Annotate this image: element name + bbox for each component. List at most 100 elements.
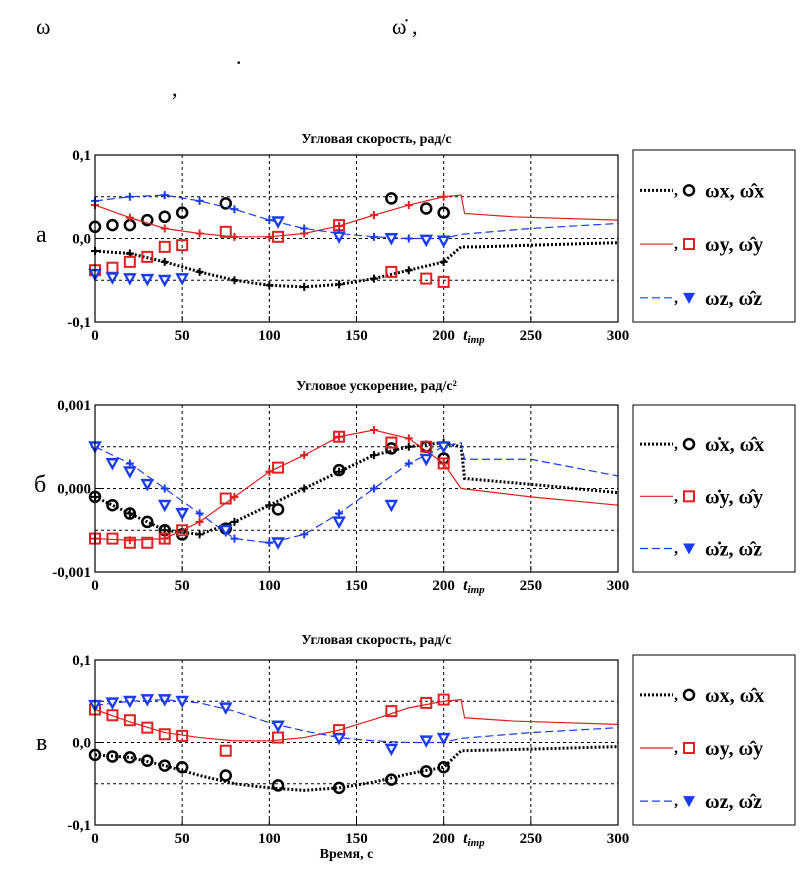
data-point-x <box>123 218 137 232</box>
cross-marker-x <box>369 451 378 460</box>
cross-marker-y <box>404 434 413 443</box>
cross-marker-x <box>439 257 448 266</box>
data-point-y <box>123 255 136 268</box>
cross-marker-z <box>300 224 309 233</box>
data-point-hole-z <box>388 746 395 752</box>
data-point-x <box>437 206 450 219</box>
data-point-x <box>141 515 154 529</box>
data-point-hole-z <box>336 735 343 741</box>
cross-marker-x <box>300 282 309 291</box>
data-point-x <box>175 206 189 219</box>
data-point-y <box>106 261 119 274</box>
data-point-x <box>141 754 154 767</box>
y-tick-label: -0,1 <box>67 818 91 834</box>
data-point-hole-z <box>144 696 151 702</box>
data-point-hole-z <box>440 735 447 741</box>
data-point-x <box>158 759 171 772</box>
data-point-x <box>141 213 154 227</box>
data-point-hole-z <box>109 274 116 280</box>
x-tick-label: 0 <box>91 831 99 847</box>
x-tick-label: 150 <box>345 578 368 594</box>
data-point-y <box>272 731 285 744</box>
chart-title: Угловая скорость, рад/с <box>301 633 451 648</box>
x-tick-label: 200 <box>432 328 455 344</box>
data-point-x <box>271 503 285 516</box>
data-point-x <box>332 781 346 795</box>
data-point-hole-z <box>109 460 116 466</box>
x-tick-label: 200 <box>432 831 455 847</box>
cross-marker-x <box>160 257 169 266</box>
cross-marker-x <box>125 509 134 518</box>
cross-marker-z <box>195 196 204 205</box>
data-point-y <box>176 729 189 742</box>
data-point-y <box>106 532 119 545</box>
legend-marker-y <box>683 490 695 503</box>
data-point-y <box>437 275 450 288</box>
data-point-y <box>176 524 189 537</box>
series-line-z <box>94 194 619 240</box>
x-tick-label: 150 <box>345 328 368 344</box>
data-point-hole-z <box>144 276 151 282</box>
data-point-y <box>141 250 154 263</box>
legend-label-y: ωy, ω̂y <box>705 738 763 760</box>
cross-marker-y <box>439 459 448 468</box>
data-point-y <box>420 272 433 285</box>
data-point-x <box>385 192 398 205</box>
x-tick-label: 300 <box>607 578 630 594</box>
cross-marker-y <box>369 211 378 220</box>
data-point-x <box>123 507 137 520</box>
x-tick-label: 100 <box>258 328 281 344</box>
data-point-hole-z <box>423 237 430 243</box>
cross-marker-z <box>230 205 239 214</box>
data-point-hole-z <box>275 218 282 224</box>
data-point-x <box>106 218 119 232</box>
y-tick-label: 0,0 <box>72 736 91 752</box>
y-tick-label: -0,1 <box>67 315 91 331</box>
legend-label-y: ωy, ω̂y <box>705 234 763 256</box>
cross-marker-y <box>125 213 134 222</box>
header-comma: , <box>172 76 178 101</box>
plot-frame <box>94 154 619 323</box>
cross-marker-z <box>160 191 169 200</box>
legend-label-z: ωz, ω̂z <box>705 288 762 310</box>
cross-marker-y <box>195 229 204 238</box>
data-point-hole-z <box>179 698 186 704</box>
data-point-hole-z <box>109 699 116 705</box>
legend-comma: , <box>674 740 678 757</box>
data-point-y <box>123 536 136 549</box>
cross-marker-y <box>230 492 239 501</box>
y-tick-label: 0,1 <box>72 148 91 164</box>
y-tick-label: 0,0 <box>72 232 91 248</box>
data-point-y <box>106 709 119 722</box>
cross-marker-z <box>265 216 274 225</box>
legend-comma: , <box>674 290 678 307</box>
cross-marker-x <box>195 267 204 276</box>
data-point-y <box>385 705 398 718</box>
data-point-x <box>123 751 137 764</box>
panel-label-a: а <box>36 222 47 248</box>
data-point-hole-z <box>222 527 229 533</box>
x-tick-label: 250 <box>520 578 543 594</box>
chart-panel-0: Угловая скорость, рад/с 0,1 0,0 -0,10 50 100 1… <box>67 132 796 346</box>
header-omega-dot: ω̇ , <box>392 14 418 39</box>
legend-comma: , <box>674 436 678 453</box>
cross-marker-x <box>265 501 274 510</box>
x-tick-label: 50 <box>175 578 190 594</box>
cross-marker-y <box>160 534 169 543</box>
t-imp-label: timp <box>463 830 485 849</box>
data-point-x <box>385 773 398 786</box>
data-point-hole-z <box>179 510 186 516</box>
data-point-x <box>175 761 189 774</box>
legend-marker-z <box>683 796 695 808</box>
chart-panel-1: Угловое ускорение, рад/с² 0,001 0,000 -0,00… <box>52 379 796 596</box>
x-tick-label: 0 <box>91 328 99 344</box>
plot-frame <box>94 404 619 573</box>
cross-marker-x <box>369 274 378 283</box>
data-point-hole-z <box>179 275 186 281</box>
data-point-x <box>106 498 119 512</box>
t-imp-label: timp <box>463 327 485 346</box>
data-point-y <box>141 536 154 549</box>
data-point-y <box>272 230 285 243</box>
legend-comma: , <box>674 687 678 704</box>
t-imp-subscript: imp <box>468 334 486 346</box>
